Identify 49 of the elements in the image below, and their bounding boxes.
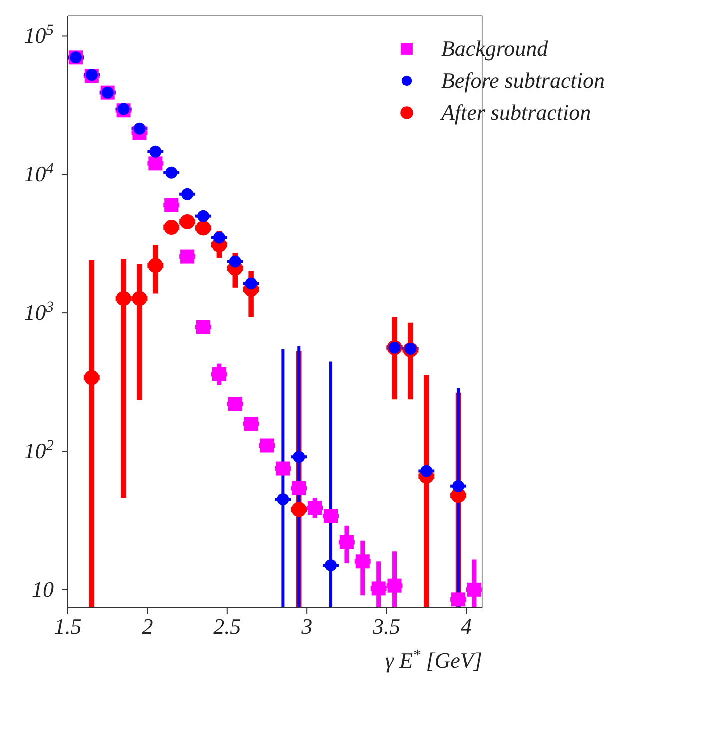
point [84,370,100,386]
y-tick-label: 10$^{4}$ [24,160,54,187]
point [164,198,179,212]
point [148,156,163,171]
point [197,210,210,222]
point [467,582,482,597]
point [277,493,290,506]
x-tick-label: 1.5 [54,614,82,639]
point [228,397,242,412]
point [212,367,226,382]
point [308,501,322,516]
point [134,122,146,135]
point [292,482,306,496]
point [245,278,258,290]
point [118,103,130,116]
y-tick-label: 10$^{2}$ [24,436,54,464]
point [182,188,194,200]
point [260,438,274,453]
point [340,536,354,550]
point [150,146,162,158]
point [180,250,195,264]
legend-label: Before subtraction [441,68,605,93]
x-tick-label: 2.5 [214,614,242,639]
point [420,465,433,478]
point [229,256,242,268]
point [244,416,258,431]
point [452,480,465,492]
point [148,258,164,274]
point [452,592,466,607]
point [292,502,307,518]
y-tick-label: 10 [32,576,54,602]
point [86,68,98,81]
legend-label: After subtraction [441,100,592,125]
x-tick-label: 3.5 [372,614,401,639]
point [325,560,338,572]
point [324,509,338,524]
y-tick-label: 10$^{3}$ [24,298,54,326]
legend-label: Background [441,36,548,61]
x-axis-title: γ E$^{*}$ [GeV] [385,646,482,673]
point [166,166,178,179]
x-tick-label: 4 [461,614,472,639]
point [213,232,226,244]
point [276,462,290,476]
point [196,320,210,334]
x-tick-label: 3 [300,614,313,639]
point [293,451,306,464]
y-tick-label: 10$^{5}$ [24,22,54,48]
x-tick-label: 2 [142,614,154,639]
point [356,554,370,569]
